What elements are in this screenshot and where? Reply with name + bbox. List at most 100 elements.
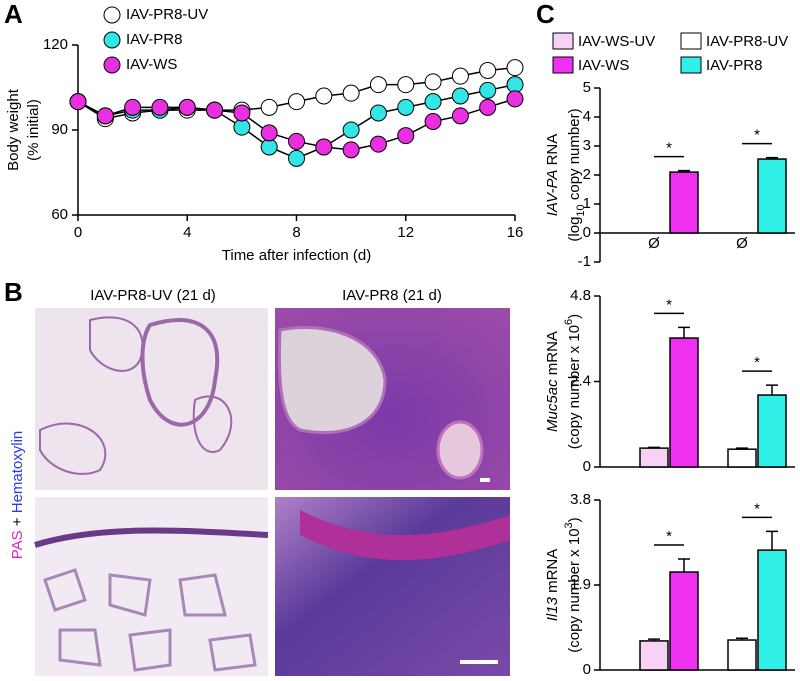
data-point [369,135,387,153]
legend-label: IAV-PR8-UV [126,6,208,23]
data-point [451,67,469,85]
legend-swatch [552,56,574,74]
data-point [151,98,169,116]
micrograph-detail [277,325,387,435]
y-tick-label: 90 [51,121,68,138]
y-axis-label: (copy number x 103) [563,517,583,652]
data-point [451,107,469,125]
error-bar [678,558,690,573]
legend-label: IAV-WS [578,57,629,74]
y-tick-label: 0 [583,661,591,678]
bar [669,171,699,234]
data-point [506,59,524,77]
data-point [506,76,524,94]
label-part: (copy number x 10 [566,528,583,652]
legend-swatch [552,32,574,50]
panel-label: C [536,0,555,29]
data-point [96,107,114,125]
data-point [369,104,387,122]
error-bar [648,446,660,449]
y-tick-label: 1 [583,195,591,212]
error-bar [736,637,748,641]
legend-label: IAV-PR8-UV [706,33,788,50]
error-bar [766,384,778,396]
data-point [424,113,442,130]
y-axis-label: (% initial) [25,99,42,161]
data-point [424,73,442,91]
data-point [315,87,333,105]
panel-label: A [4,0,23,29]
y-axis-label: Muc5ac mRNA [544,331,561,432]
data-point [479,98,497,116]
data-point [424,93,442,111]
error-bar [766,530,778,551]
y-tick-label: 2 [583,166,591,183]
significance-label: * [754,500,760,517]
label-part: 3 [563,522,575,528]
error-bar [678,326,690,339]
label-part: (log [566,217,583,242]
micrograph-detail [43,568,257,672]
label-part: RNA [544,134,561,170]
data-point [69,93,87,111]
label-part: copy number) [566,108,583,204]
label-part: mRNA [544,331,561,379]
y-axis-label: Il13 mRNA [544,549,561,622]
x-tick-label: 12 [397,224,414,241]
y-tick-label: 3 [583,137,591,154]
y-tick-label: 0 [583,458,591,475]
label-part: ) [566,517,583,522]
y-tick-label: -1 [578,253,591,270]
data-point [315,138,333,156]
micrograph-detail [300,510,510,561]
data-point [260,138,278,156]
legend-marker [103,56,121,74]
micrograph-detail [34,527,269,548]
legend-label: IAV-WS-UV [578,33,655,50]
scale-bar [460,660,498,664]
label-part: IAV-PA [544,170,561,217]
column-title: IAV-PR8-UV (21 d) [90,287,216,304]
bar [639,640,669,671]
data-point [178,98,196,116]
legend-label: IAV-PR8 [706,57,762,74]
y-tick-label: 5 [583,79,591,96]
stain-name: PAS [9,530,26,559]
x-tick-label: 8 [292,224,300,241]
legend-marker [103,6,121,24]
legend-label: IAV-PR8 [126,31,182,48]
bar [639,447,669,468]
y-tick-label: 2.4 [570,372,591,389]
micrograph-detail [39,316,233,475]
data-point [233,104,251,122]
y-tick-label: 60 [51,206,68,223]
value-label: Ø [648,235,660,252]
y-axis-label: IAV-PA RNA [544,134,561,217]
label-part: Il13 [544,596,561,621]
label-part: mRNA [544,549,561,597]
scale-bar [480,478,490,482]
y-tick-label: 0 [583,224,591,241]
error-bar [766,156,778,160]
data-point [479,81,497,99]
data-point [288,149,305,167]
y-tick-label: 4 [583,108,591,125]
micrograph [35,497,268,676]
histology-images: IAV-PR8-UV (21 d) IAV-PR8 (21 d) PAS + H… [9,287,510,676]
y-axis-label: Body weight [5,88,22,171]
stain-label: PAS + Hematoxylin [9,431,26,560]
data-point [451,87,469,105]
data-point [288,93,305,111]
legend-label: IAV-WS [126,56,177,73]
data-point [124,98,142,116]
data-point [260,124,278,142]
label-part: Muc5ac [544,379,561,432]
legend-marker [103,31,121,49]
legend-swatch [680,32,702,50]
error-bar [736,447,748,450]
bar [727,639,757,671]
y-tick-label: 1.9 [570,576,591,593]
data-point [342,84,360,102]
panel-label: B [4,277,23,307]
